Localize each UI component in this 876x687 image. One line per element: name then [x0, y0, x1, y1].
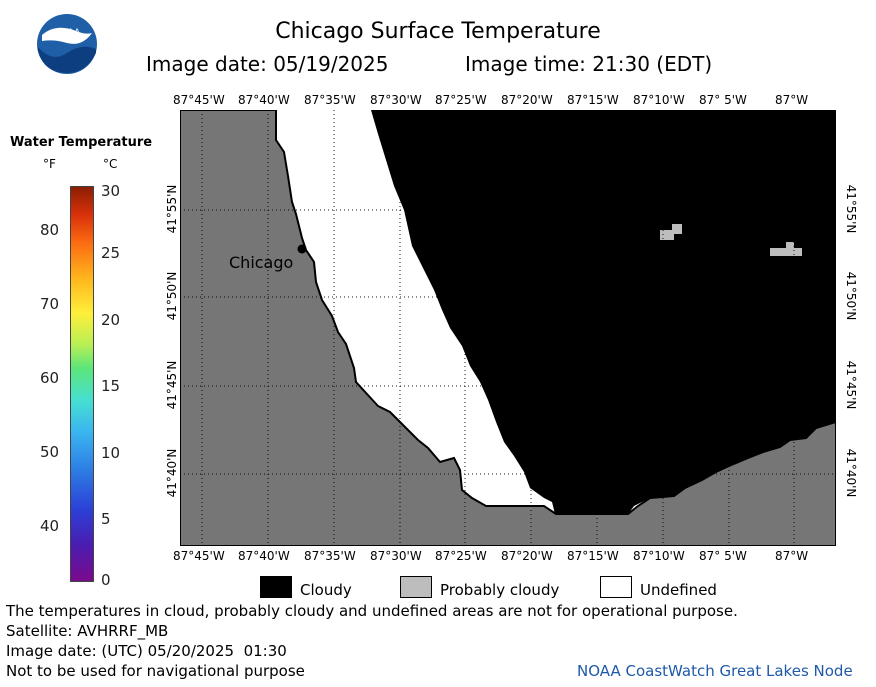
key-probably-cloudy-label: Probably cloudy — [440, 581, 560, 599]
bottom-lon-label: 87° 5'W — [699, 549, 747, 563]
image-time: Image time: 21:30 (EDT) — [465, 52, 713, 76]
c-tick-label: 30 — [101, 182, 121, 200]
color-scale-bar — [70, 186, 94, 582]
bottom-lon-label: 87°15'W — [567, 549, 619, 563]
top-lon-label: 87°45'W — [173, 93, 225, 107]
map-svg — [179, 109, 837, 547]
bottom-lon-label: 87°10'W — [633, 549, 685, 563]
bottom-lon-label: 87°20'W — [501, 549, 553, 563]
f-tick-label: 50 — [40, 443, 60, 461]
key-cloudy-label: Cloudy — [300, 581, 352, 599]
bottom-lon-label: 87°45'W — [173, 549, 225, 563]
top-lon-label: 87°20'W — [501, 93, 553, 107]
probably-cloudy-patch — [660, 224, 682, 240]
key-undefined-label: Undefined — [640, 581, 717, 599]
scale-title: Water Temperature — [10, 135, 153, 150]
chicago-marker — [297, 244, 307, 254]
svg-text:NOAA: NOAA — [54, 28, 81, 38]
c-tick-label: 25 — [101, 244, 121, 262]
right-lat-label: 41°50'N — [844, 271, 858, 321]
f-tick-label: 70 — [40, 295, 60, 313]
top-lon-label: 87°40'W — [238, 93, 290, 107]
bottom-lon-label: 87°W — [775, 549, 809, 563]
left-lat-label: 41°45'N — [165, 360, 179, 410]
utc-date-text: Image date: (UTC) 05/20/2025 01:30 — [6, 642, 287, 660]
credit-link[interactable]: NOAA CoastWatch Great Lakes Node — [577, 662, 853, 680]
top-lon-label: 87°W — [775, 93, 809, 107]
c-tick-label: 15 — [101, 377, 121, 395]
map-panel[interactable] — [179, 109, 837, 547]
right-lat-label: 41°45'N — [844, 360, 858, 410]
unit-c: °C — [103, 157, 118, 171]
bottom-lon-label: 87°30'W — [370, 549, 422, 563]
probably-cloudy-patch — [770, 242, 802, 256]
navigation-warning: Not to be used for navigational purpose — [6, 662, 305, 680]
key-cloudy-swatch — [260, 576, 292, 598]
satellite-text: Satellite: AVHRRF_MB — [6, 622, 169, 640]
graticule — [180, 110, 836, 546]
right-lat-label: 41°55'N — [844, 184, 858, 234]
image-date: Image date: 05/19/2025 — [146, 52, 389, 76]
key-undefined-swatch — [600, 576, 632, 598]
bottom-lon-label: 87°35'W — [304, 549, 356, 563]
top-lon-label: 87°10'W — [633, 93, 685, 107]
cloud-area — [371, 110, 836, 514]
left-lat-label: 41°40'N — [165, 448, 179, 498]
top-lon-label: 87°30'W — [370, 93, 422, 107]
right-lat-label: 41°40'N — [844, 448, 858, 498]
page-title: Chicago Surface Temperature — [275, 19, 601, 44]
top-lon-label: 87°25'W — [435, 93, 487, 107]
bottom-lon-label: 87°40'W — [238, 549, 290, 563]
c-tick-label: 10 — [101, 444, 121, 462]
top-lon-label: 87° 5'W — [699, 93, 747, 107]
left-lat-label: 41°55'N — [165, 184, 179, 234]
top-lon-label: 87°15'W — [567, 93, 619, 107]
f-tick-label: 80 — [40, 221, 60, 239]
noaa-logo: NOAA — [36, 13, 98, 75]
top-lon-label: 87°35'W — [304, 93, 356, 107]
disclaimer-text: The temperatures in cloud, probably clou… — [6, 602, 738, 620]
bottom-lon-label: 87°25'W — [435, 549, 487, 563]
c-tick-label: 20 — [101, 311, 121, 329]
unit-f: °F — [43, 157, 56, 171]
c-tick-label: 0 — [101, 571, 111, 589]
f-tick-label: 40 — [40, 517, 60, 535]
key-probably-cloudy-swatch — [400, 576, 432, 598]
c-tick-label: 5 — [101, 510, 111, 528]
f-tick-label: 60 — [40, 369, 60, 387]
city-label: Chicago — [229, 253, 294, 272]
left-lat-label: 41°50'N — [165, 271, 179, 321]
